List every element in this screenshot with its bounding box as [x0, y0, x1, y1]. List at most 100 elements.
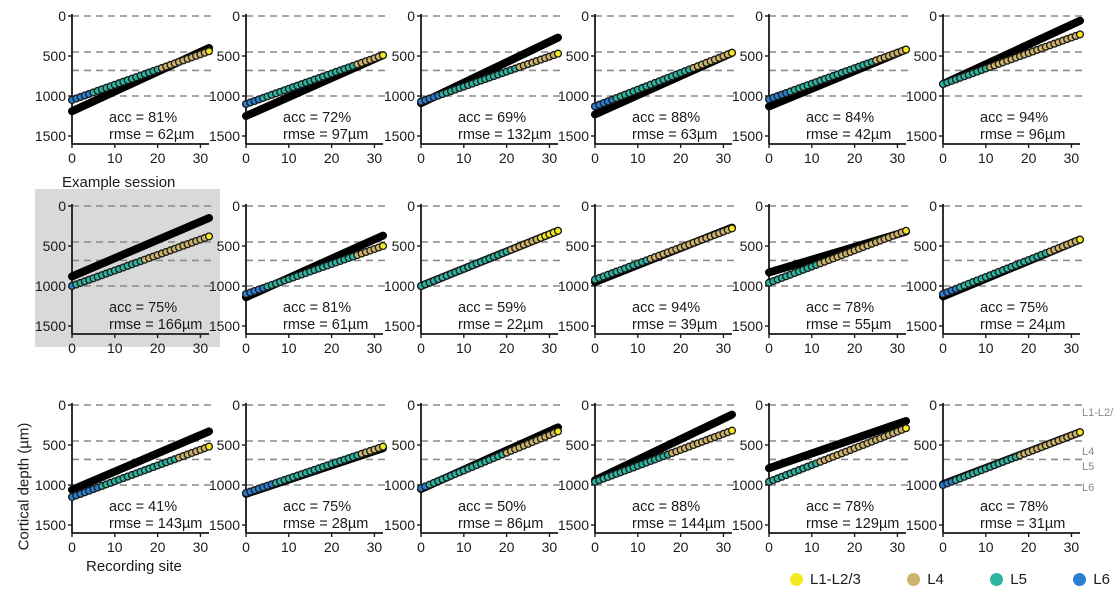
boundary-label-l4: L4 [1082, 446, 1094, 458]
panel-1-5-accuracy-label: acc = 84% [806, 110, 874, 126]
panel-1-5-y-tick-label-1500: 1500 [732, 128, 763, 144]
panel-1-4-site-marker [727, 48, 737, 57]
panel-1-4-rmse-label: rmse = 63µm [632, 127, 717, 143]
panel-1-2-y-tick-label-0: 0 [232, 8, 240, 24]
panel-1-6-x-tick-label-10: 10 [978, 150, 994, 166]
panel-3-2-x-tick-label-10: 10 [281, 539, 297, 555]
panel-1-1-y-tick-label-1500: 1500 [35, 128, 66, 144]
panel-3-6-y-tick-label-0: 0 [929, 397, 937, 413]
panel-1-5-y-tick-label-1000: 1000 [732, 88, 763, 104]
panel-2-4-x-tick-label-30: 30 [716, 340, 732, 356]
panel-3-1-y-tick-label-1000: 1000 [35, 477, 66, 493]
legend-label-l5: L5 [1010, 570, 1027, 588]
panel-2-2-y-tick-label-500: 500 [217, 238, 241, 254]
panel-1-6-x-tick-label-20: 20 [1021, 150, 1037, 166]
panel-1-2-site-marker [378, 51, 388, 60]
panel-3-4-x-tick-label-20: 20 [673, 539, 689, 555]
panel-2-6-accuracy-label: acc = 75% [980, 300, 1048, 316]
panel-3-2-accuracy-label: acc = 75% [283, 499, 351, 515]
legend-swatch-l1-l23 [790, 572, 803, 586]
panel-2-2-y-tick-label-1500: 1500 [209, 318, 240, 334]
panel-1-3-y-tick-label-0: 0 [407, 8, 415, 24]
legend-swatch-l5 [990, 572, 1004, 586]
panel-3-3-x-tick-label-30: 30 [542, 539, 558, 555]
panel-2-3-rmse-label: rmse = 22µm [458, 317, 543, 333]
panel-3-6-y-tick-label-1000: 1000 [906, 477, 937, 493]
panel-3-1-y-tick-label-0: 0 [58, 397, 66, 413]
panel-2-3-y-tick-label-1500: 1500 [384, 318, 415, 334]
panel-1-2-accuracy-label: acc = 72% [283, 110, 351, 126]
panel-3-3-x-tick-label-20: 20 [499, 539, 515, 555]
panel-3-5-accuracy-label: acc = 78% [806, 499, 874, 515]
panel-1-6-rmse-label: rmse = 96µm [980, 127, 1065, 143]
panel-1-6-y-tick-label-0: 0 [929, 8, 937, 24]
panel-3-4-x-tick-label-30: 30 [716, 539, 732, 555]
panel-3-1-estimated-depth-line [68, 427, 213, 494]
panel-3-4-x-tick-label-10: 10 [630, 539, 646, 555]
panel-1-5-rmse-label: rmse = 42µm [806, 127, 891, 143]
panel-3-1-x-tick-label-30: 30 [193, 539, 209, 555]
panel-2-4-site-marker [727, 224, 737, 233]
panel-2-1-y-tick-label-500: 500 [43, 238, 67, 254]
boundary-label-l6: L6 [1082, 482, 1094, 494]
panel-1-5-x-tick-label-30: 30 [890, 150, 906, 166]
panel-3-4-y-tick-label-1500: 1500 [558, 517, 589, 533]
panel-2-6-rmse-label: rmse = 24µm [980, 317, 1065, 333]
panel-2-4-y-tick-label-1000: 1000 [558, 278, 589, 294]
panel-2-1-y-tick-label-0: 0 [58, 198, 66, 214]
panel-2-1-x-tick-label-30: 30 [193, 340, 209, 356]
panel-2-3-y-tick-label-500: 500 [392, 238, 416, 254]
panel-1-4-y-tick-label-500: 500 [566, 48, 590, 64]
x-axis-label: Recording site [86, 558, 182, 575]
legend-swatch-l6 [1073, 572, 1087, 586]
panel-1-3-y-tick-label-1000: 1000 [384, 88, 415, 104]
panel-2-4-x-tick-label-20: 20 [673, 340, 689, 356]
panel-3-6-x-tick-label-20: 20 [1021, 539, 1037, 555]
panel-2-6-site-marker [1075, 235, 1085, 244]
panel-2-5-y-tick-label-1000: 1000 [732, 278, 763, 294]
panel-3-4-site-marker [727, 426, 737, 435]
panel-2-3-accuracy-label: acc = 59% [458, 300, 526, 316]
panel-1-4-x-tick-label-10: 10 [630, 150, 646, 166]
panel-2-5-y-tick-label-1500: 1500 [732, 318, 763, 334]
panel-1-5-site-marker [901, 45, 911, 54]
panel-1-2-x-tick-label-10: 10 [281, 150, 297, 166]
panel-3-4-y-tick-label-1000: 1000 [558, 477, 589, 493]
panel-3-4-accuracy-label: acc = 88% [632, 499, 700, 515]
panel-1-4-x-tick-label-30: 30 [716, 150, 732, 166]
boundary-label-l1-l23: L1-L2/3 [1082, 407, 1114, 419]
panel-3-5-site-marker [901, 424, 911, 433]
panel-2-2-y-tick-label-0: 0 [232, 198, 240, 214]
panel-3-6-y-tick-label-500: 500 [914, 437, 938, 453]
panel-1-5-x-tick-label-20: 20 [847, 150, 863, 166]
panel-1-1-x-tick-label-10: 10 [107, 150, 123, 166]
panel-3-5-x-tick-label-10: 10 [804, 539, 820, 555]
panel-3-3-rmse-label: rmse = 86µm [458, 516, 543, 532]
panel-3-5-y-tick-label-1500: 1500 [732, 517, 763, 533]
panel-3-6-accuracy-label: acc = 78% [980, 499, 1048, 515]
panel-1-1-y-tick-label-500: 500 [43, 48, 67, 64]
panel-2-4-y-tick-label-1500: 1500 [558, 318, 589, 334]
panel-1-2-x-tick-label-0: 0 [242, 150, 250, 166]
panel-2-2-x-tick-label-10: 10 [281, 340, 297, 356]
panel-1-6-accuracy-label: acc = 94% [980, 110, 1048, 126]
panel-3-6-site-marker [1075, 428, 1085, 437]
panel-2-5-y-tick-label-0: 0 [755, 198, 763, 214]
panel-3-2-x-tick-label-20: 20 [324, 539, 340, 555]
panel-3-2-y-tick-label-1000: 1000 [209, 477, 240, 493]
panel-1-3-rmse-label: rmse = 132µm [458, 127, 551, 143]
panel-1-6-y-tick-label-1000: 1000 [906, 88, 937, 104]
panel-3-1-x-tick-label-0: 0 [68, 539, 76, 555]
panel-2-2-y-tick-label-1000: 1000 [209, 278, 240, 294]
panel-2-5-x-tick-label-10: 10 [804, 340, 820, 356]
panel-3-3-y-tick-label-0: 0 [407, 397, 415, 413]
panel-2-5-x-tick-label-30: 30 [890, 340, 906, 356]
panel-2-4-y-tick-label-500: 500 [566, 238, 590, 254]
panel-1-5-y-tick-label-0: 0 [755, 8, 763, 24]
panel-2-5-accuracy-label: acc = 78% [806, 300, 874, 316]
panel-3-1-rmse-label: rmse = 143µm [109, 516, 202, 532]
example-session-label: Example session [62, 174, 176, 191]
panel-3-6-x-tick-label-30: 30 [1064, 539, 1080, 555]
panel-1-1-x-tick-label-0: 0 [68, 150, 76, 166]
